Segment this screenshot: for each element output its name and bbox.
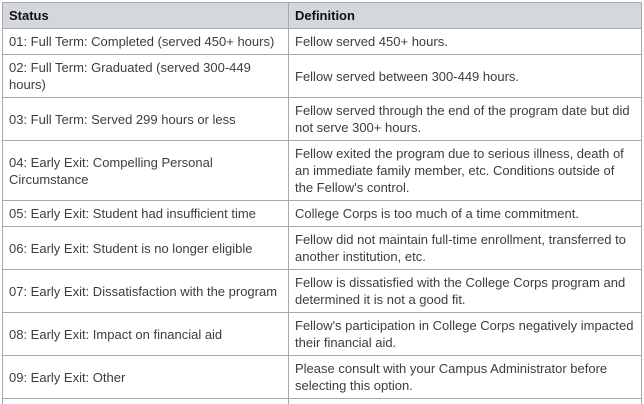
status-cell: 05: Early Exit: Student had insufficient… [2,200,289,227]
table-header-row: Status Definition [2,2,642,29]
table-row: 01: Full Term: Completed (served 450+ ho… [2,28,642,55]
table-row: 02: Full Term: Graduated (served 300-449… [2,54,642,98]
table-row: 07: Early Exit: Dissatisfaction with the… [2,269,642,313]
status-cell: 02: Full Term: Graduated (served 300-449… [2,54,289,98]
status-cell: 09: Early Exit: Other [2,355,289,399]
table-row: 05: Early Exit: Student had insufficient… [2,200,642,227]
status-cell: 04: Early Exit: Compelling Personal Circ… [2,140,289,201]
definition-cell: Fellow's participation in College Corps … [288,312,642,356]
table-row: 10: Did not start the program Never star… [2,398,642,404]
definition-cell: Please consult with your Campus Administ… [288,355,642,399]
status-cell: 03: Full Term: Served 299 hours or less [2,97,289,141]
definition-cell: Fellow exited the program due to serious… [288,140,642,201]
table-row: 04: Early Exit: Compelling Personal Circ… [2,140,642,201]
table-row: 09: Early Exit: Other Please consult wit… [2,355,642,399]
status-cell: 06: Early Exit: Student is no longer eli… [2,226,289,270]
definition-cell: Fellow served between 300-449 hours. [288,54,642,98]
table-row: 03: Full Term: Served 299 hours or less … [2,97,642,141]
status-column-header: Status [2,2,289,29]
definition-cell: Fellow did not maintain full-time enroll… [288,226,642,270]
status-cell: 10: Did not start the program [2,398,289,404]
definition-cell: College Corps is too much of a time comm… [288,200,642,227]
definition-column-header: Definition [288,2,642,29]
status-cell: 08: Early Exit: Impact on financial aid [2,312,289,356]
table-row: 06: Early Exit: Student is no longer eli… [2,226,642,270]
definition-cell: Fellow served 450+ hours. [288,28,642,55]
status-cell: 07: Early Exit: Dissatisfaction with the… [2,269,289,313]
definition-cell: Fellow is dissatisfied with the College … [288,269,642,313]
table-row: 08: Early Exit: Impact on financial aid … [2,312,642,356]
definition-cell: Never started the program. ZERO service … [288,398,642,404]
status-cell: 01: Full Term: Completed (served 450+ ho… [2,28,289,55]
definition-cell: Fellow served through the end of the pro… [288,97,642,141]
